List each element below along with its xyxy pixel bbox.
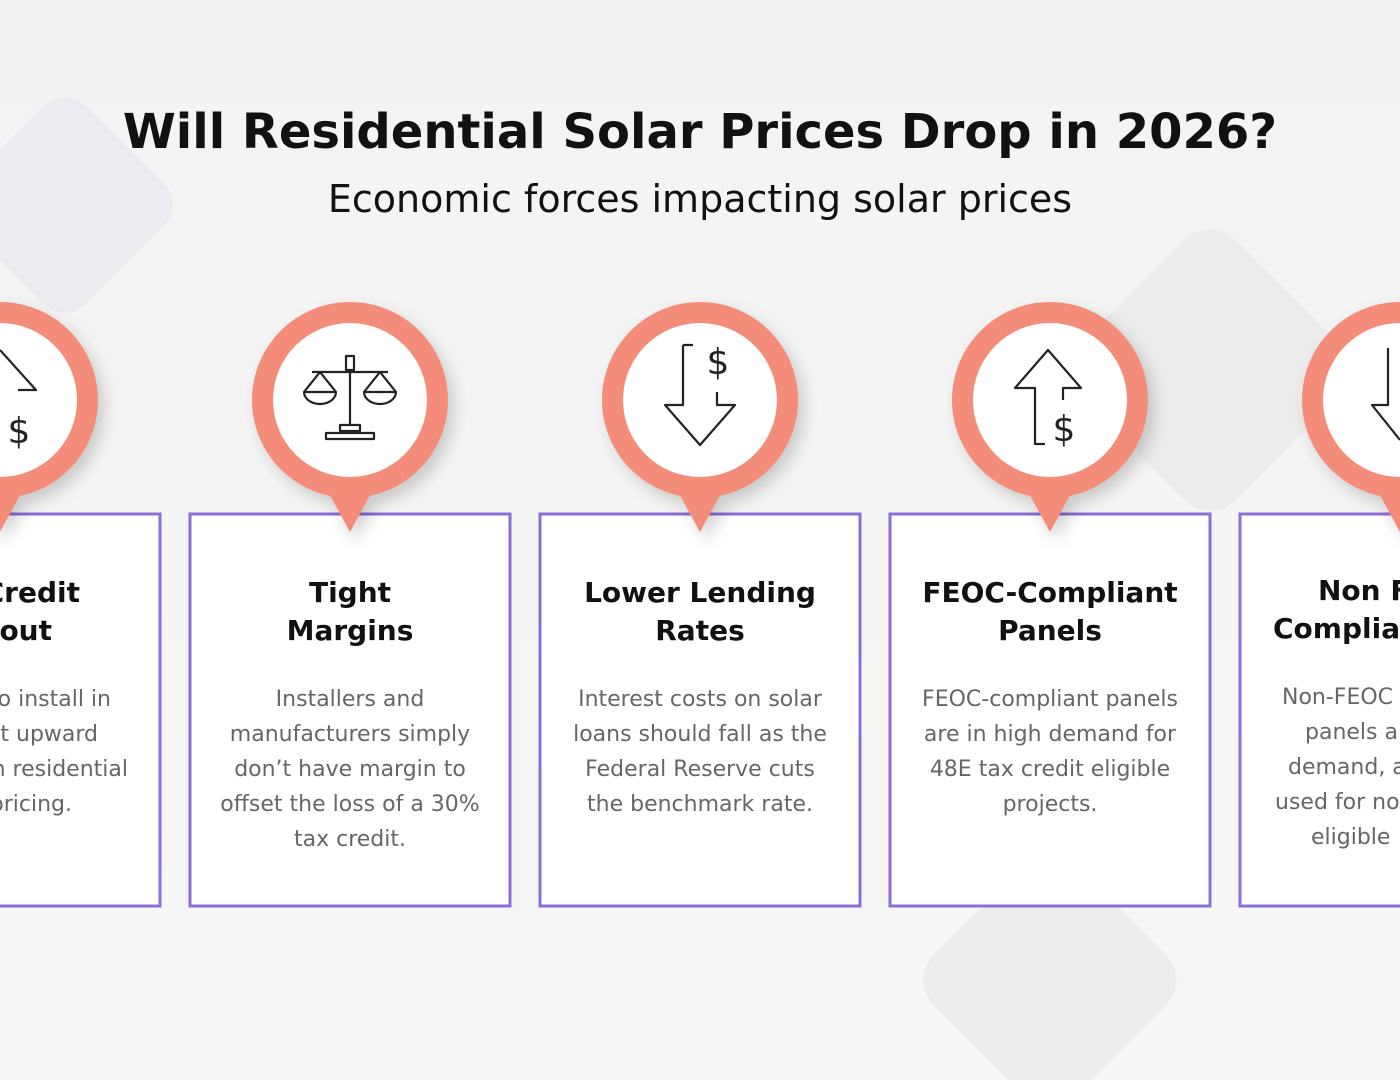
card-body: Interest costs on solar	[578, 687, 823, 712]
icon-dollar: $	[1053, 409, 1076, 450]
icon-scale	[302, 354, 398, 441]
title: Will Residential Solar Prices Drop in 20…	[123, 104, 1277, 160]
card-title: FEOC-Compliant	[922, 576, 1177, 609]
card-title: Non F	[1318, 574, 1400, 607]
pin	[952, 302, 1148, 532]
card-body: projects.	[1003, 792, 1098, 817]
card-body: pricing.	[0, 792, 72, 817]
card	[0, 512, 162, 908]
card-title: Margins	[287, 614, 414, 647]
card-body: demand, a	[1288, 755, 1400, 780]
subtitle: Economic forces impacting solar prices	[328, 177, 1072, 221]
card-body: FEOC-compliant panels	[922, 687, 1178, 712]
card-body: Federal Reserve cuts	[585, 757, 815, 782]
card-title: Lower Lending	[584, 576, 816, 609]
bg-shape	[1069, 229, 1351, 511]
card-text: Credit lout o install in t upward n resi…	[0, 576, 128, 817]
card-body: Installers and	[276, 687, 425, 712]
bg-shape	[0, 97, 173, 313]
pin	[0, 302, 98, 532]
card-body: manufacturers simply	[230, 722, 470, 747]
card-body: don’t have margin to	[234, 757, 466, 782]
card-body: o install in	[0, 687, 111, 712]
card-body: eligible	[1311, 825, 1390, 850]
card-body: 48E tax credit eligible	[930, 757, 1170, 782]
card-title: Panels	[998, 614, 1102, 647]
bg-shape	[923, 853, 1177, 1080]
card	[1238, 512, 1400, 908]
card	[538, 512, 862, 908]
card-body: are in high demand for	[924, 722, 1177, 747]
card-title: lout	[0, 614, 52, 647]
card	[888, 512, 1212, 908]
card-title: Credit	[0, 576, 80, 609]
icon-arrow-down	[663, 343, 737, 447]
card-body: the benchmark rate.	[587, 792, 813, 817]
card-body: tax credit.	[294, 827, 406, 852]
icon-dollar: $	[8, 411, 31, 452]
card-body: n residential	[0, 757, 128, 782]
card-body: loans should fall as the	[573, 722, 827, 747]
pin	[602, 302, 798, 532]
icon-dollar: $	[707, 342, 730, 383]
pin	[1302, 302, 1400, 532]
icon-arrow-up	[0, 349, 38, 442]
card-body: t upward	[0, 722, 98, 747]
card-title: Complia	[1273, 612, 1400, 645]
icon-arrow-up	[1013, 348, 1083, 446]
card-title: Tight	[309, 576, 391, 609]
card	[188, 512, 512, 908]
icon-arrow-down	[1370, 348, 1400, 441]
card-body: used for no	[1275, 790, 1400, 815]
card-title: Rates	[655, 614, 745, 647]
card-body: panels a	[1305, 720, 1398, 745]
card-body: offset the loss of a 30%	[220, 792, 479, 817]
card-body: Non-FEOC	[1282, 685, 1393, 710]
